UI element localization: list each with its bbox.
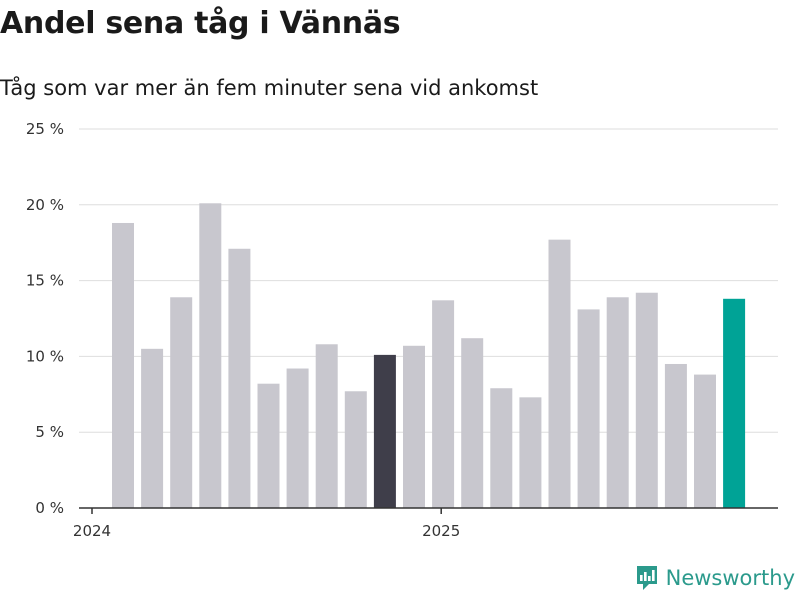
bar	[490, 388, 513, 508]
bar	[344, 391, 367, 508]
bar	[635, 292, 658, 508]
y-tick-label: 5 %	[35, 423, 64, 441]
bar	[461, 338, 484, 508]
x-tick-label: 2024	[73, 522, 111, 540]
bar	[257, 383, 280, 508]
x-axis-ticks: 2024 2025	[73, 508, 460, 540]
y-axis-labels: 0 % 5 % 10 % 15 % 20 % 25 %	[26, 120, 64, 517]
bar	[548, 239, 571, 508]
y-tick-label: 20 %	[26, 196, 64, 214]
y-tick-label: 0 %	[35, 499, 64, 517]
bar	[432, 300, 455, 508]
bar	[373, 354, 396, 508]
newsworthy-logo-icon	[636, 566, 657, 590]
chart-title: Andel sena tåg i Vännäs	[0, 6, 401, 41]
bar	[694, 374, 716, 508]
bar	[141, 348, 164, 508]
brand-name: Newsworthy	[665, 566, 795, 590]
bar	[723, 298, 746, 508]
bar	[170, 297, 193, 508]
chart-subtitle: Tåg som var mer än fem minuter sena vid …	[0, 76, 539, 100]
bar	[403, 345, 425, 508]
bar	[112, 222, 134, 508]
bar	[519, 397, 542, 508]
y-tick-label: 15 %	[26, 272, 64, 290]
bar	[577, 309, 600, 508]
x-tick-label: 2025	[422, 522, 460, 540]
bar-chart: 0 % 5 % 10 % 15 % 20 % 25 % 2024 2025	[26, 120, 778, 540]
bar	[664, 363, 687, 508]
gridlines	[79, 128, 778, 433]
bar	[606, 297, 629, 508]
bar	[199, 203, 222, 508]
bar	[315, 344, 338, 508]
newsworthy-brand: Newsworthy	[635, 564, 795, 592]
y-tick-label: 10 %	[26, 347, 64, 365]
bar	[228, 248, 251, 509]
bar	[286, 368, 309, 508]
y-tick-label: 25 %	[26, 120, 64, 138]
bars	[112, 203, 746, 509]
